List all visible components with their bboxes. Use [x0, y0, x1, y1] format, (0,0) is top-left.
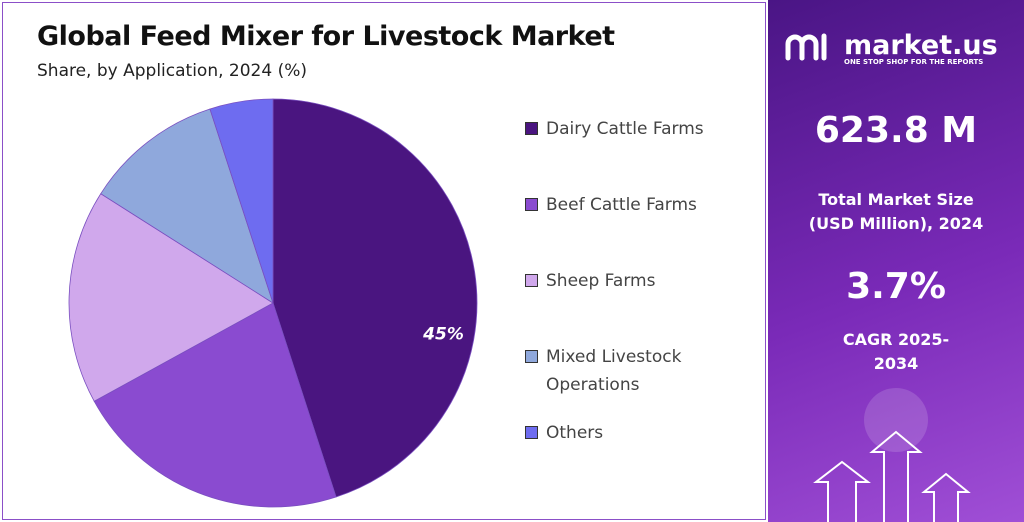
- brand-name: market.us: [844, 30, 998, 61]
- pie-chart: 45%: [68, 98, 478, 508]
- legend-label: Beef Cattle Farms: [546, 195, 697, 215]
- data-label: 45%: [422, 324, 464, 344]
- pie-slice: [93, 302, 337, 508]
- legend-item: Dairy Cattle Farms: [525, 115, 735, 143]
- market-size-label: Total Market Size (USD Million), 2024: [808, 190, 984, 233]
- legend-label: Mixed Livestock Operations: [546, 347, 682, 395]
- chart-title: Global Feed Mixer for Livestock Market: [37, 21, 615, 52]
- chart-subtitle: Share, by Application, 2024 (%): [37, 61, 307, 81]
- brand-tagline: ONE STOP SHOP FOR THE REPORTS: [844, 58, 984, 66]
- market-size: 623.8 M: [814, 110, 978, 151]
- brand-logo: [785, 33, 827, 61]
- legend-item: Mixed Livestock Operations: [525, 343, 735, 399]
- arrows-icon: [813, 430, 971, 522]
- pie-slice: [100, 108, 274, 304]
- legend-swatch: [525, 198, 538, 211]
- dollar-icon: [864, 388, 928, 452]
- legend-item: Beef Cattle Farms: [525, 191, 735, 219]
- chart-card: Global Feed Mixer for Livestock Market S…: [2, 2, 766, 520]
- legend-item: Others: [525, 419, 735, 447]
- panel-decoration: [785, 33, 971, 522]
- legend-swatch: [525, 122, 538, 135]
- pie-slice: [209, 98, 274, 304]
- side-panel: market.us ONE STOP SHOP FOR THE REPORTS …: [768, 0, 1024, 522]
- legend: Dairy Cattle Farms Beef Cattle Farms Sheep…: [525, 115, 735, 495]
- legend-swatch: [525, 274, 538, 287]
- pie-slice: [272, 98, 478, 498]
- cagr-label: CAGR 2025-2034: [842, 330, 950, 373]
- legend-label: Sheep Farms: [546, 271, 656, 291]
- cagr-value: 3.7%: [846, 266, 946, 307]
- legend-item: Sheep Farms: [525, 267, 735, 295]
- legend-label: Dairy Cattle Farms: [546, 119, 704, 139]
- pie-slice: [68, 193, 274, 402]
- legend-swatch: [525, 350, 538, 363]
- legend-label: Others: [546, 423, 604, 443]
- legend-swatch: [525, 426, 538, 439]
